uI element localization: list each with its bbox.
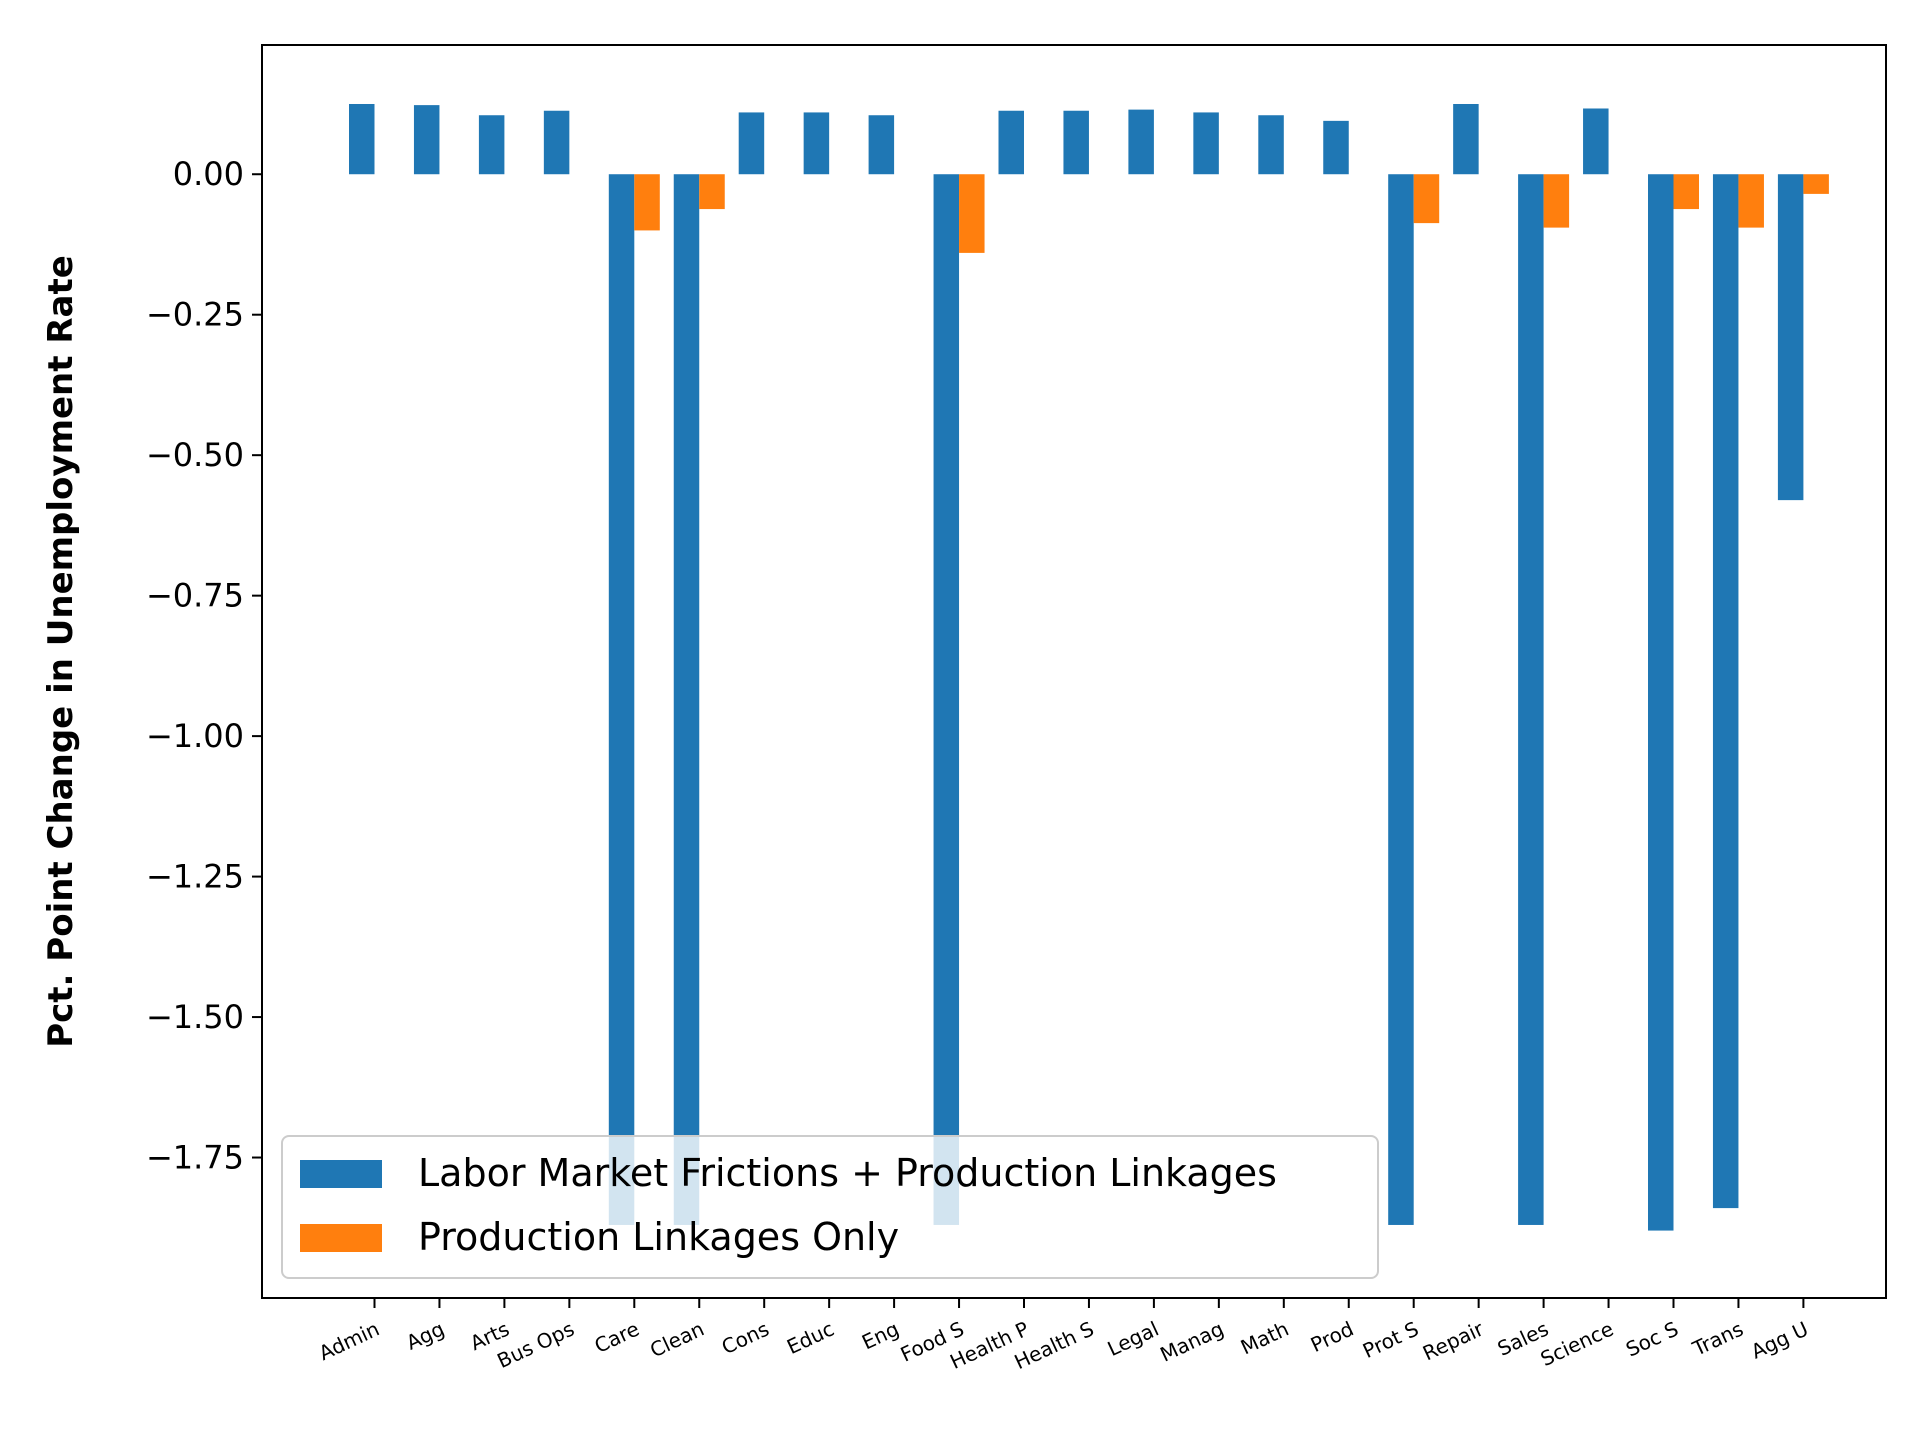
bar-frictions-linkages-prot-s (1388, 174, 1414, 1225)
bar-frictions-linkages-admin (349, 103, 375, 175)
x-tick-label: Legal (1104, 1317, 1163, 1361)
bar-frictions-linkages-bus-ops (543, 110, 570, 175)
bar-frictions-linkages-soc-s (1648, 174, 1674, 1231)
bar-frictions-linkages-health-p (998, 110, 1024, 175)
bar-frictions-linkages-cons (738, 112, 765, 175)
bar-frictions-linkages-trans (1712, 174, 1739, 1209)
bar-frictions-linkages-clean (673, 174, 700, 1225)
x-tick-label: Admin (315, 1317, 383, 1366)
bar-frictions-linkages-arts (478, 115, 505, 175)
bar-linkages-only-food-s (959, 174, 985, 253)
bar-frictions-linkages-math (1258, 115, 1284, 175)
x-tick-label: Educ (783, 1317, 838, 1359)
y-tick-label: −0.50 (146, 436, 244, 474)
x-tick-label: Eng (858, 1317, 903, 1355)
x-tick-label: Math (1237, 1317, 1292, 1360)
x-tick-label: Repair (1419, 1316, 1488, 1365)
y-axis-label: Pct. Point Change in Unemployment Rate (41, 255, 81, 1048)
x-tick-label: Prod (1307, 1317, 1357, 1358)
bar-frictions-linkages-agg-u (1777, 174, 1804, 501)
y-tick-label: 0.00 (173, 155, 244, 193)
x-tick-label: Agg U (1747, 1317, 1812, 1364)
x-tick-label: Cons (718, 1317, 773, 1360)
bar-frictions-linkages-agg (413, 105, 440, 175)
y-tick-label: −1.00 (146, 717, 244, 755)
y-tick-label: −1.50 (146, 998, 244, 1036)
y-axis-ticks: 0.00 −0.25 −0.50 −0.75 −1.00 −1.25 −1.50 −1.75 (146, 155, 262, 1177)
legend-box (281, 1135, 1379, 1279)
legend: Labor Market Frictions + Production Link… (281, 1135, 1379, 1279)
y-tick-label: −0.75 (146, 577, 244, 615)
x-tick-label: Agg (402, 1317, 448, 1355)
x-tick-label: Prot S (1359, 1317, 1422, 1364)
legend-swatch (300, 1160, 382, 1188)
bar-frictions-linkages-health-s (1063, 110, 1089, 175)
bar-frictions-linkages-care (608, 174, 635, 1225)
bar-linkages-only-prot-s (1413, 174, 1440, 224)
bar-linkages-only-soc-s (1673, 174, 1699, 210)
bar-linkages-only-care (634, 174, 660, 231)
y-tick-label: −1.25 (146, 858, 244, 896)
bar-linkages-only-agg-u (1803, 174, 1829, 194)
bars-layer (349, 103, 1829, 1231)
y-tick-label: −0.25 (146, 296, 244, 334)
bar-frictions-linkages-prod (1323, 120, 1349, 175)
legend-label: Labor Market Frictions + Production Link… (418, 1151, 1277, 1195)
legend-label: Production Linkages Only (418, 1215, 899, 1259)
bar-linkages-only-sales (1543, 174, 1570, 228)
x-tick-label: Trans (1688, 1317, 1747, 1362)
y-tick-label: −1.75 (146, 1139, 244, 1177)
bar-frictions-linkages-eng (868, 115, 895, 175)
x-tick-label: Manag (1156, 1317, 1227, 1367)
bar-frictions-linkages-manag (1193, 112, 1219, 175)
bar-frictions-linkages-legal (1128, 109, 1154, 175)
bar-linkages-only-clean (699, 174, 725, 210)
bar-frictions-linkages-science (1583, 108, 1609, 175)
bar-frictions-linkages-educ (803, 112, 830, 175)
bar-frictions-linkages-repair (1453, 103, 1479, 175)
x-tick-label: Care (591, 1317, 643, 1358)
legend-swatch (300, 1224, 382, 1252)
bar-frictions-linkages-food-s (933, 174, 960, 1225)
x-tick-label: Soc S (1622, 1317, 1682, 1362)
bar-linkages-only-trans (1738, 174, 1764, 228)
axes-frame (261, 44, 1887, 1299)
x-tick-label: Science (1537, 1317, 1617, 1372)
bar-frictions-linkages-sales (1518, 174, 1544, 1225)
x-tick-label: Clean (646, 1317, 708, 1363)
